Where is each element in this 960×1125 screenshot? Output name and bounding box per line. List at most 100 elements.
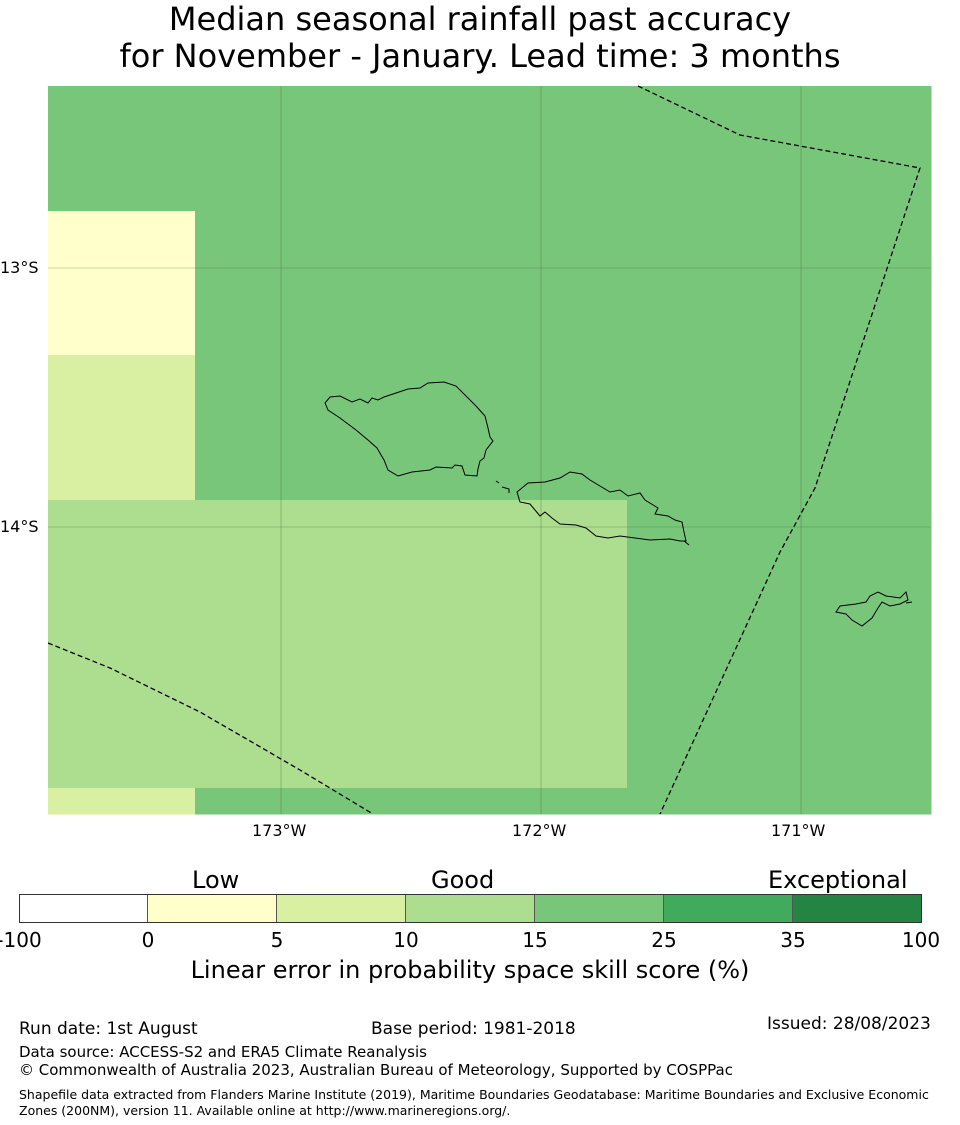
colorbar-tick: 35	[780, 928, 806, 952]
grid-cell	[771, 355, 844, 501]
coast-upolu-tip	[683, 540, 690, 546]
grid-cell	[699, 86, 772, 212]
colorbar-tick: 5	[270, 928, 284, 952]
grid-cell	[267, 500, 340, 645]
grid-cell	[411, 86, 484, 212]
grid-cell	[411, 355, 484, 501]
grid-cell	[267, 644, 340, 789]
map-title-line2: for November - January. Lead time: 3 mon…	[119, 37, 841, 75]
island-apolima	[495, 480, 500, 484]
grid-cell	[699, 355, 772, 501]
grid-cell	[48, 86, 196, 212]
grid-cell	[555, 86, 628, 212]
grid-cell	[339, 788, 412, 815]
copyright-notice: © Commonwealth of Australia 2023, Austra…	[19, 1061, 733, 1079]
eez-boundaries	[47, 85, 921, 815]
grid-cell	[48, 500, 196, 645]
legend-category-low: Low	[192, 866, 240, 894]
grid-cell	[771, 86, 844, 212]
colorbar-swatch	[406, 894, 535, 923]
grid-cell	[555, 500, 628, 645]
grid-cell	[627, 86, 700, 212]
grid-cell	[267, 355, 340, 501]
eez-boundary-east	[637, 85, 921, 815]
lon-label-171w: 171°W	[771, 821, 826, 840]
legend-category-exceptional: Exceptional	[768, 866, 908, 894]
grid-cell	[339, 355, 412, 501]
grid-cell	[843, 644, 916, 789]
grid-cell	[48, 788, 196, 815]
grid-cell	[195, 644, 268, 789]
grid-cell	[483, 211, 556, 356]
grid-cell	[915, 355, 932, 501]
grid-cell	[771, 211, 844, 356]
colorbar-swatch	[793, 894, 922, 923]
grid-cell	[915, 86, 932, 212]
run-date: Run date: 1st August	[19, 1019, 198, 1039]
lat-label-13s: 13°S	[0, 258, 39, 277]
grid-cell	[915, 211, 932, 356]
skill-grid	[48, 86, 932, 815]
data-source: Data source: ACCESS-S2 and ERA5 Climate …	[19, 1043, 427, 1061]
grid-cell	[195, 86, 268, 212]
colorbar-tick: 25	[651, 928, 677, 952]
colorbar-swatch	[19, 894, 148, 923]
grid-cell	[771, 644, 844, 789]
island-savaii	[324, 381, 494, 477]
island-aunuu	[905, 601, 913, 604]
grid-cell	[627, 211, 700, 356]
issued-date: Issued: 28/08/2023	[767, 1014, 931, 1034]
grid-cell	[483, 788, 556, 815]
grid-cell	[771, 500, 844, 645]
grid-cell	[483, 86, 556, 212]
grid-cell	[627, 355, 700, 501]
colorbar-swatch	[277, 894, 406, 923]
grid-cell	[411, 644, 484, 789]
grid-cell	[555, 788, 628, 815]
colorbar-label: Linear error in probability space skill …	[190, 956, 750, 984]
coastlines	[324, 381, 913, 627]
grid-cell	[195, 211, 268, 356]
grid-cell	[411, 211, 484, 356]
grid-cell	[627, 644, 700, 789]
grid-cell	[411, 788, 484, 815]
island-upolu	[516, 471, 687, 542]
grid-cell	[339, 86, 412, 212]
grid-cell	[627, 788, 700, 815]
grid-cell	[267, 86, 340, 212]
grid-cell	[843, 211, 916, 356]
grid-cell	[483, 644, 556, 789]
grid-cell	[195, 788, 268, 815]
colorbar-swatch	[148, 894, 277, 923]
grid-cell	[843, 86, 916, 212]
grid-cell	[195, 355, 268, 501]
grid-cell	[699, 788, 772, 815]
grid-cell	[48, 355, 196, 501]
grid-cell	[48, 644, 196, 789]
grid-cell	[915, 500, 932, 645]
grid-cell	[843, 355, 916, 501]
grid-cell	[411, 500, 484, 645]
base-period: Base period: 1981-2018	[371, 1019, 576, 1039]
grid-cell	[843, 500, 916, 645]
colorbar-tick: 100	[901, 928, 941, 952]
grid-cell	[483, 500, 556, 645]
grid-cell	[555, 644, 628, 789]
lon-label-172w: 172°W	[512, 821, 567, 840]
grid-cell	[555, 211, 628, 356]
grid-cell	[699, 500, 772, 645]
island-tutuila	[835, 591, 909, 627]
grid-cell	[267, 211, 340, 356]
map-title-line1: Median seasonal rainfall past accuracy	[168, 0, 792, 38]
colorbar-swatch	[535, 894, 664, 923]
shapefile-attribution: Shapefile data extracted from Flanders M…	[19, 1087, 929, 1118]
legend-category-good: Good	[431, 866, 495, 894]
grid-cell	[627, 500, 700, 645]
grid-cell	[267, 788, 340, 815]
island-manono	[501, 486, 510, 493]
grid-cell	[699, 644, 772, 789]
colorbar-tick: -100	[0, 928, 42, 952]
eez-boundary-southwest	[47, 642, 374, 815]
colorbar-swatch	[664, 894, 793, 923]
graticule	[48, 86, 931, 814]
